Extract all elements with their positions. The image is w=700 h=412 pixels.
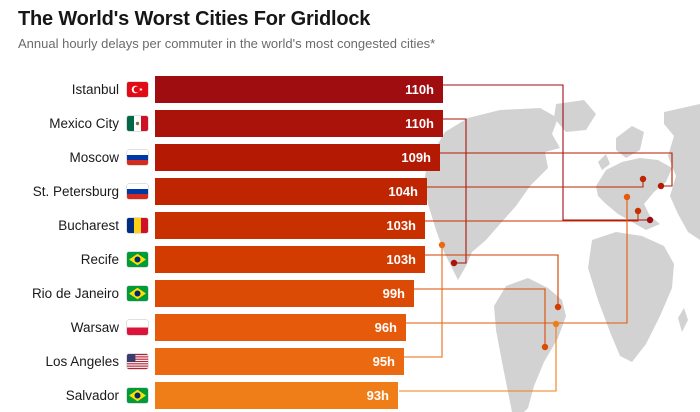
connector-line-recife: [425, 254, 559, 304]
connector-line-warsaw: [406, 200, 628, 324]
europe-shape: [596, 158, 672, 230]
britain-shape: [598, 154, 610, 170]
bar-row: St. Petersburg 104h: [0, 174, 470, 208]
bar: 104h: [155, 177, 427, 205]
bar-row: Istanbul 110h: [0, 72, 470, 106]
city-label: Rio de Janeiro: [31, 285, 119, 301]
bar-row: Moscow 109h: [0, 140, 470, 174]
city-label: Los Angeles: [45, 353, 119, 369]
bar-value-label: 96h: [374, 319, 397, 335]
scandinavia-shape: [616, 126, 644, 158]
city-dot-warsaw: [623, 193, 631, 201]
connector-line-salvador: [399, 327, 557, 392]
connector-line-st-petersburg: [427, 182, 644, 188]
bar-row: Salvador 93h: [0, 378, 470, 412]
bar: 103h: [155, 211, 425, 239]
city-dot-salvador: [552, 320, 560, 328]
city-dot-mexico-city: [450, 259, 458, 267]
connector-line-moscow: [440, 152, 673, 187]
bar-value-label: 110h: [405, 115, 434, 131]
greenland-shape: [554, 100, 596, 132]
romania-flag-icon: [127, 217, 148, 233]
city-label: Mexico City: [49, 115, 119, 131]
bar: 99h: [155, 279, 414, 307]
poland-flag-icon: [127, 319, 148, 335]
city-label: Salvador: [65, 387, 119, 403]
city-dot-moscow: [657, 182, 665, 190]
connector-line-mexico-city: [443, 118, 467, 264]
bar-row: Los Angeles 95h: [0, 344, 470, 378]
bar-chart: Istanbul 110h Mexico City 110h Moscow 10…: [0, 72, 470, 412]
bar-value-label: 103h: [386, 251, 416, 267]
madagascar-shape: [678, 308, 688, 332]
bar-value-label: 104h: [388, 183, 418, 199]
brazil-flag-icon: [127, 285, 148, 301]
connector-line-bucharest: [425, 214, 639, 222]
chart-header: The World's Worst Cities For Gridlock An…: [18, 8, 435, 51]
bar: 109h: [155, 143, 440, 171]
usa-flag-icon: [127, 353, 148, 369]
city-label: Bucharest: [58, 217, 119, 233]
bar-row: Recife 103h: [0, 242, 470, 276]
connector-line-rio: [414, 288, 546, 344]
bar: 96h: [155, 313, 406, 341]
city-dot-rio: [541, 343, 549, 351]
bar-row: Bucharest 103h: [0, 208, 470, 242]
africa-shape: [588, 232, 674, 362]
city-label: Istanbul: [71, 81, 119, 97]
bar: 110h: [155, 109, 443, 137]
north-america-shape: [424, 108, 560, 280]
city-dot-st-petersburg: [639, 175, 647, 183]
bar-row: Warsaw 96h: [0, 310, 470, 344]
bar: 110h: [155, 75, 443, 103]
russia-flag-icon: [127, 149, 148, 165]
bar-value-label: 109h: [401, 149, 431, 165]
city-dot-los-angeles: [438, 241, 446, 249]
brazil-flag-icon: [127, 387, 148, 403]
connector-line-los-angeles: [404, 248, 443, 358]
bar: 103h: [155, 245, 425, 273]
south-america-shape: [494, 278, 566, 412]
mexico-flag-icon: [127, 115, 148, 131]
city-label: St. Petersburg: [32, 183, 119, 199]
city-dot-istanbul: [646, 216, 654, 224]
city-label: Warsaw: [70, 319, 119, 335]
bar-row: Mexico City 110h: [0, 106, 470, 140]
turkey-flag-icon: [127, 81, 148, 97]
bar-value-label: 93h: [366, 387, 389, 403]
city-label: Recife: [80, 251, 119, 267]
asia-shape: [664, 104, 700, 240]
chart-title: The World's Worst Cities For Gridlock: [18, 8, 371, 30]
bar-value-label: 99h: [382, 285, 405, 301]
bar-value-label: 95h: [372, 353, 395, 369]
brazil-flag-icon: [127, 251, 148, 267]
chart-subtitle: Annual hourly delays per commuter in the…: [18, 36, 436, 51]
bar: 93h: [155, 381, 398, 409]
city-dot-bucharest: [634, 207, 642, 215]
russia-flag-icon: [127, 183, 148, 199]
city-label: Moscow: [69, 149, 119, 165]
bar-value-label: 103h: [386, 217, 416, 233]
bar: 95h: [155, 347, 404, 375]
bar-row: Rio de Janeiro 99h: [0, 276, 470, 310]
bar-value-label: 110h: [405, 81, 434, 97]
city-dot-recife: [554, 303, 562, 311]
